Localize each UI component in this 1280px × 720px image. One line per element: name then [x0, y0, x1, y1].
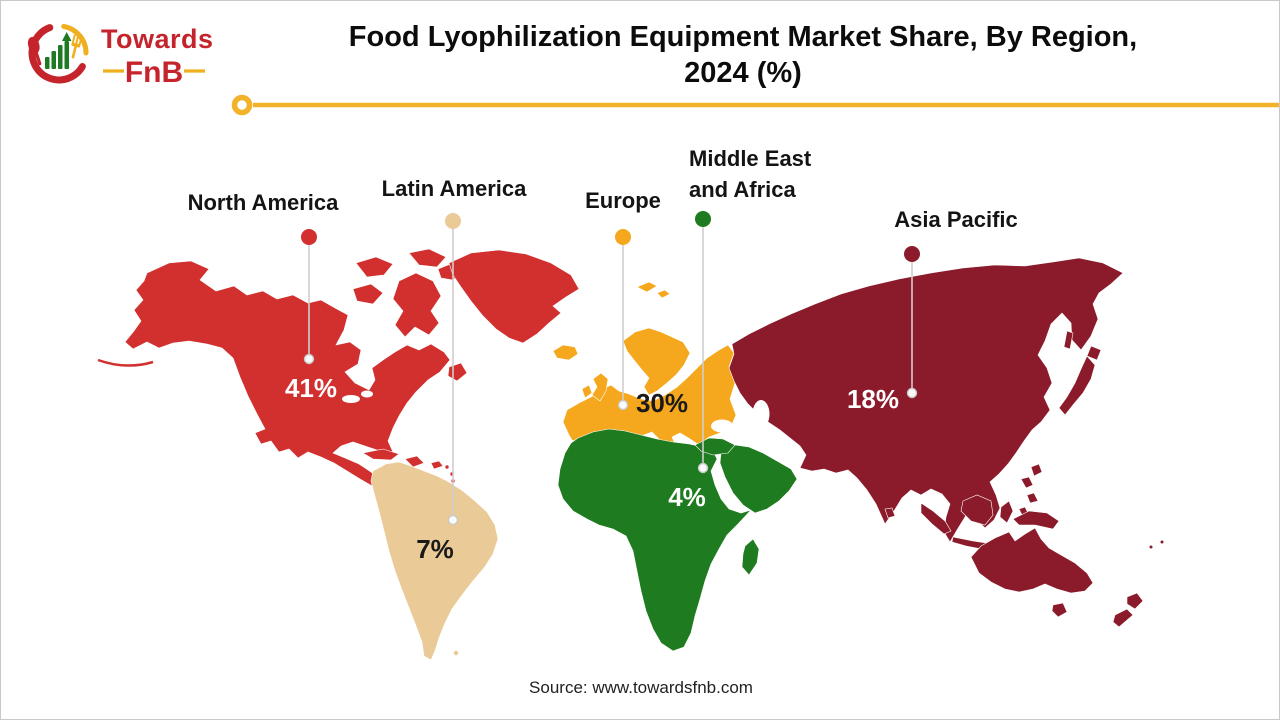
growth-bars-icon: [45, 32, 72, 69]
map-region-asia-pacific: [728, 257, 1165, 628]
leader-end-middle-east-africa: [697, 462, 709, 474]
value-label-middle-east-africa: 4%: [668, 482, 706, 512]
logo-word-fnb: FnB: [125, 56, 183, 89]
value-label-europe: 30%: [636, 388, 688, 418]
title-underline-ring-icon: [231, 94, 253, 116]
region-dot-north-america: [301, 229, 317, 245]
leader-end-asia-pacific: [906, 387, 918, 399]
page-title-line-2: 2024 (%): [684, 57, 802, 89]
region-label-middle-east-africa: Middle East and Africa: [689, 146, 817, 202]
map-water-overlays: [342, 390, 770, 433]
region-dot-europe: [615, 229, 631, 245]
region-dot-middle-east-africa: [695, 211, 711, 227]
value-label-asia-pacific: 18%: [847, 384, 899, 414]
spoon-icon: [27, 36, 42, 66]
map-region-middle-east-africa: [557, 428, 798, 652]
fork-icon: [71, 34, 83, 59]
region-label-north-america: North America: [188, 190, 340, 215]
region-dot-latin-america: [445, 213, 461, 229]
logo-icon: [27, 23, 89, 84]
value-label-north-america: 41%: [285, 373, 337, 403]
value-label-latin-america: 7%: [416, 534, 454, 564]
brand-logo: Towards FnB: [27, 23, 214, 89]
logo-yellow-arc-icon: [61, 23, 89, 56]
region-label-latin-america: Latin America: [382, 176, 527, 201]
region-label-asia-pacific: Asia Pacific: [894, 207, 1018, 232]
region-label-europe: Europe: [585, 188, 661, 213]
leader-lines: [303, 227, 918, 526]
map-region-europe: [552, 281, 737, 454]
logo-red-arc-icon: [28, 24, 86, 84]
page-title-line-1: Food Lyophilization Equipment Market Sha…: [349, 21, 1137, 53]
leader-end-europe: [617, 399, 629, 411]
leader-end-north-america: [303, 353, 315, 365]
map-region-north-america: [97, 248, 580, 495]
map-region-latin-america: [370, 461, 499, 661]
region-dot-asia-pacific: [904, 246, 920, 262]
source-text: Source: www.towardsfnb.com: [529, 678, 753, 697]
logo-word-towards: Towards: [101, 24, 214, 54]
leader-end-latin-america: [447, 514, 459, 526]
